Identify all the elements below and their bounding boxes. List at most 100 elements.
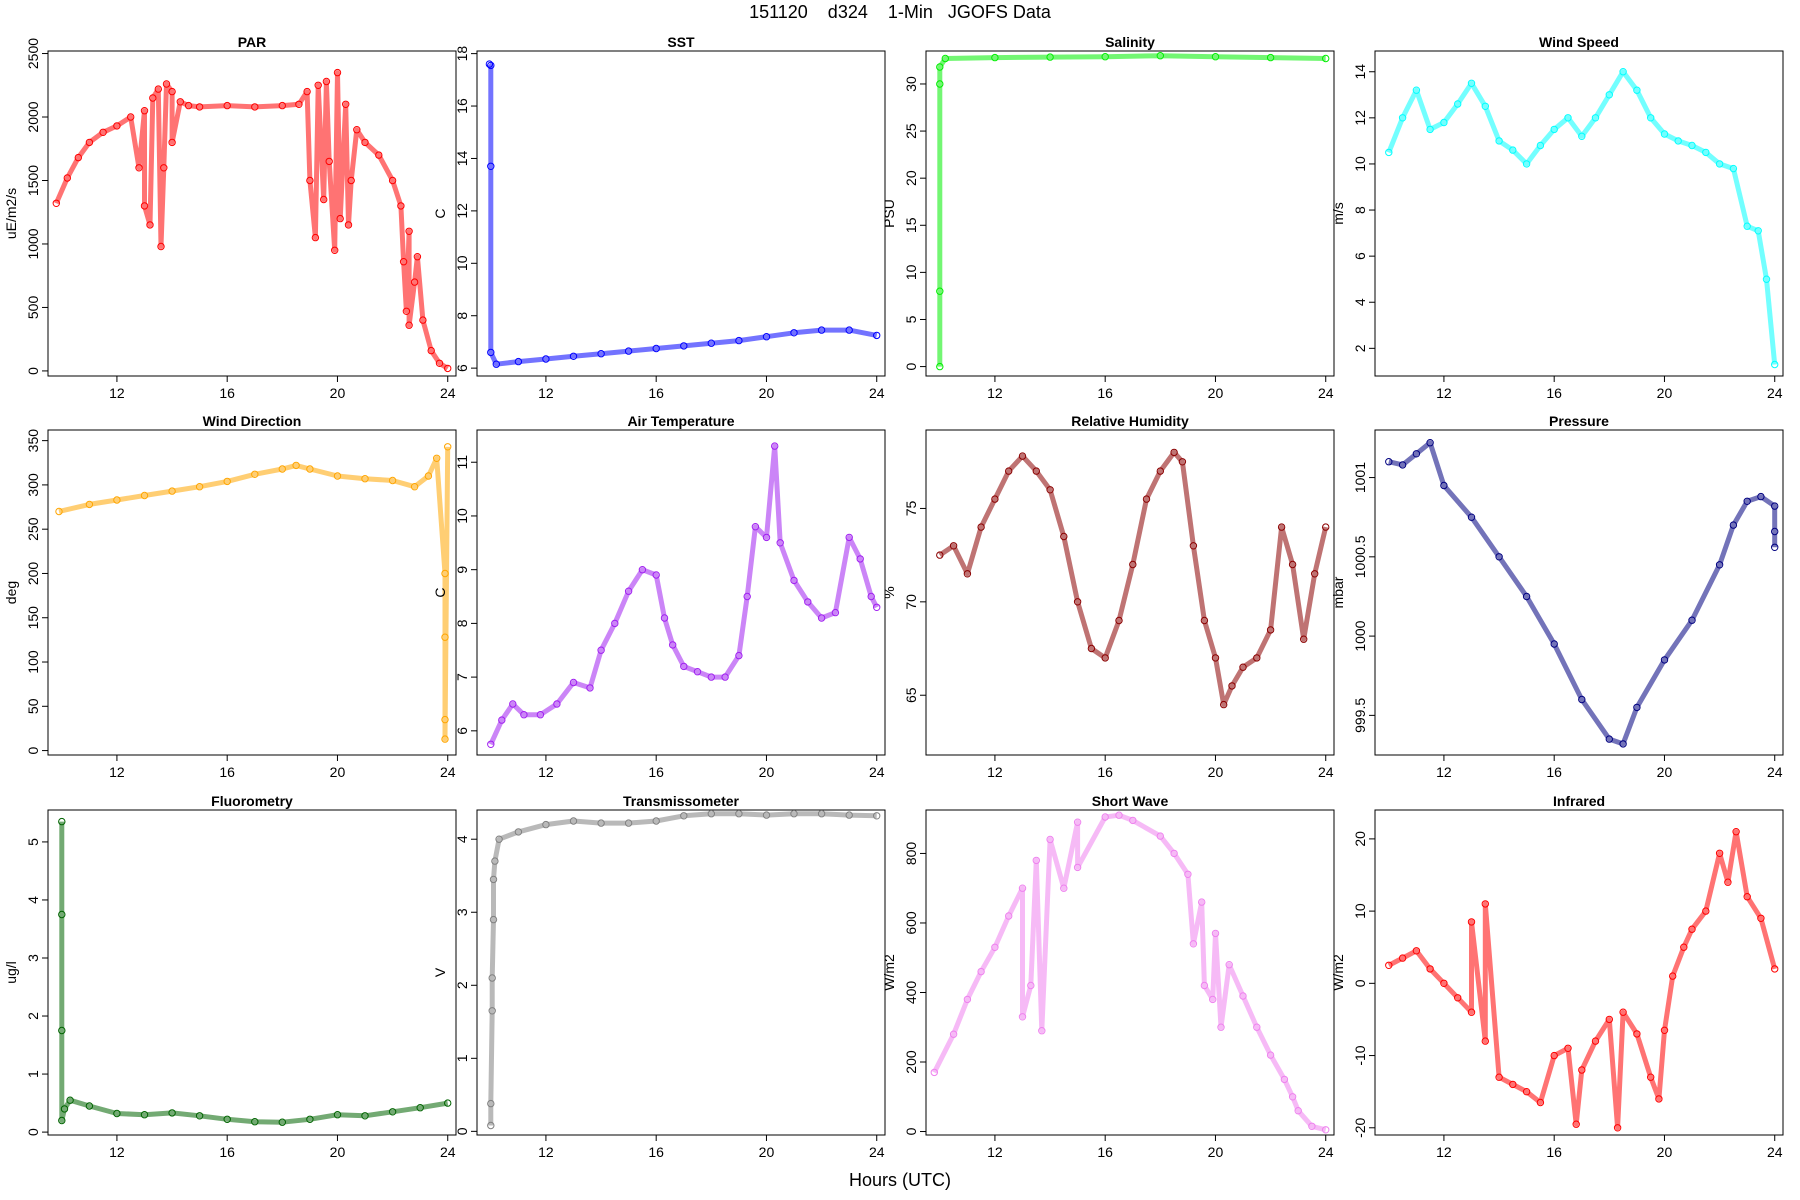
data-point xyxy=(399,258,408,266)
data-point xyxy=(1522,160,1531,168)
data-point xyxy=(669,641,677,649)
y-tick-label: 10 xyxy=(903,264,919,280)
data-point xyxy=(1550,125,1558,134)
data-point xyxy=(1660,1026,1669,1035)
data-point xyxy=(140,1111,149,1119)
data-point xyxy=(1655,1095,1663,1103)
data-point xyxy=(1211,929,1220,938)
data-point xyxy=(1060,532,1068,541)
data-point xyxy=(735,651,743,660)
data-point xyxy=(936,287,944,295)
data-point xyxy=(127,113,135,121)
y-tick-label: 500 xyxy=(25,296,41,320)
y-tick-label: 1 xyxy=(25,1070,41,1078)
data-point xyxy=(1619,1008,1627,1016)
y-tick-label: 3 xyxy=(454,908,470,916)
data-point xyxy=(1277,523,1286,531)
x-tick-label: 12 xyxy=(1436,1144,1452,1160)
data-point xyxy=(930,1068,938,1077)
x-tick-label: 12 xyxy=(109,385,125,401)
data-point xyxy=(1115,811,1123,819)
data-point xyxy=(444,1099,452,1107)
data-point xyxy=(1073,863,1082,872)
data-point xyxy=(680,662,688,671)
data-point xyxy=(487,1121,495,1130)
y-axis-label: deg xyxy=(3,581,19,604)
data-point xyxy=(1702,907,1710,915)
data-point xyxy=(1680,943,1688,951)
data-point xyxy=(1495,137,1503,145)
panel-title: Transmissometer xyxy=(623,793,739,809)
data-point xyxy=(845,533,853,542)
data-point xyxy=(597,646,605,654)
data-point xyxy=(444,443,452,451)
data-trace xyxy=(488,811,877,1126)
data-point xyxy=(487,61,495,70)
data-point xyxy=(638,566,647,574)
plot-frame xyxy=(1374,50,1784,377)
data-point xyxy=(845,811,853,819)
y-axis-label: mbar xyxy=(1330,576,1346,608)
data-point xyxy=(856,555,864,563)
data-point xyxy=(489,875,498,884)
data-point xyxy=(1308,1122,1316,1131)
data-point xyxy=(1170,849,1178,858)
data-point xyxy=(1046,486,1054,494)
y-axis-label: ug/l xyxy=(3,961,19,984)
data-point xyxy=(1467,513,1476,521)
y-axis-label: W/m2 xyxy=(881,954,897,991)
data-point xyxy=(624,347,633,355)
data-point xyxy=(1550,640,1558,648)
data-point xyxy=(1605,735,1614,743)
data-point xyxy=(680,342,688,350)
panel-title: Wind Speed xyxy=(1539,34,1619,50)
x-tick-label: 24 xyxy=(869,1144,885,1160)
panel-title: Wind Direction xyxy=(203,413,302,429)
data-point xyxy=(1198,898,1206,906)
data-point xyxy=(949,542,958,550)
data-point xyxy=(416,1104,424,1112)
data-point xyxy=(435,359,444,367)
data-point xyxy=(1032,856,1041,865)
data-point xyxy=(1757,914,1765,922)
plot-frame xyxy=(476,809,886,1136)
panel-title: Infrared xyxy=(1553,793,1605,809)
y-tick-label: 4 xyxy=(1352,298,1368,306)
data-point xyxy=(1311,570,1319,578)
data-point xyxy=(1385,961,1393,969)
data-point xyxy=(149,94,157,102)
data-point xyxy=(1633,86,1641,94)
data-point xyxy=(707,339,715,347)
chart-panel-salinity: Salinity 12 16 20 24 0 5 10 15 20 25 30 PSU xyxy=(881,34,1335,401)
y-tick-label: 14 xyxy=(1352,64,1368,80)
data-point xyxy=(1189,940,1198,948)
data-point xyxy=(1073,818,1082,826)
y-tick-label: 600 xyxy=(903,911,919,935)
y-tick-label: 5 xyxy=(903,315,919,323)
x-tick-label: 20 xyxy=(1657,764,1673,780)
data-point xyxy=(333,472,342,480)
data-point xyxy=(1253,654,1261,662)
data-point xyxy=(509,700,517,708)
data-point xyxy=(831,608,840,617)
data-point xyxy=(762,533,771,542)
data-point xyxy=(1115,616,1123,625)
y-tick-label: 4 xyxy=(454,835,470,843)
data-point xyxy=(762,811,771,819)
y-tick-label: 0 xyxy=(25,367,41,375)
data-trace xyxy=(938,449,1329,708)
data-point xyxy=(336,214,344,223)
y-tick-label: 9 xyxy=(454,566,470,574)
x-tick-label: 20 xyxy=(330,764,346,780)
x-tick-label: 16 xyxy=(1097,385,1113,401)
data-point xyxy=(1038,1027,1046,1035)
data-point xyxy=(223,101,231,110)
data-trace xyxy=(487,62,878,367)
y-tick-label: 20 xyxy=(1352,831,1368,847)
data-point xyxy=(963,570,972,578)
data-point xyxy=(441,715,449,724)
data-point xyxy=(1294,1107,1302,1115)
data-point xyxy=(1688,141,1696,150)
data-point xyxy=(1412,450,1421,458)
